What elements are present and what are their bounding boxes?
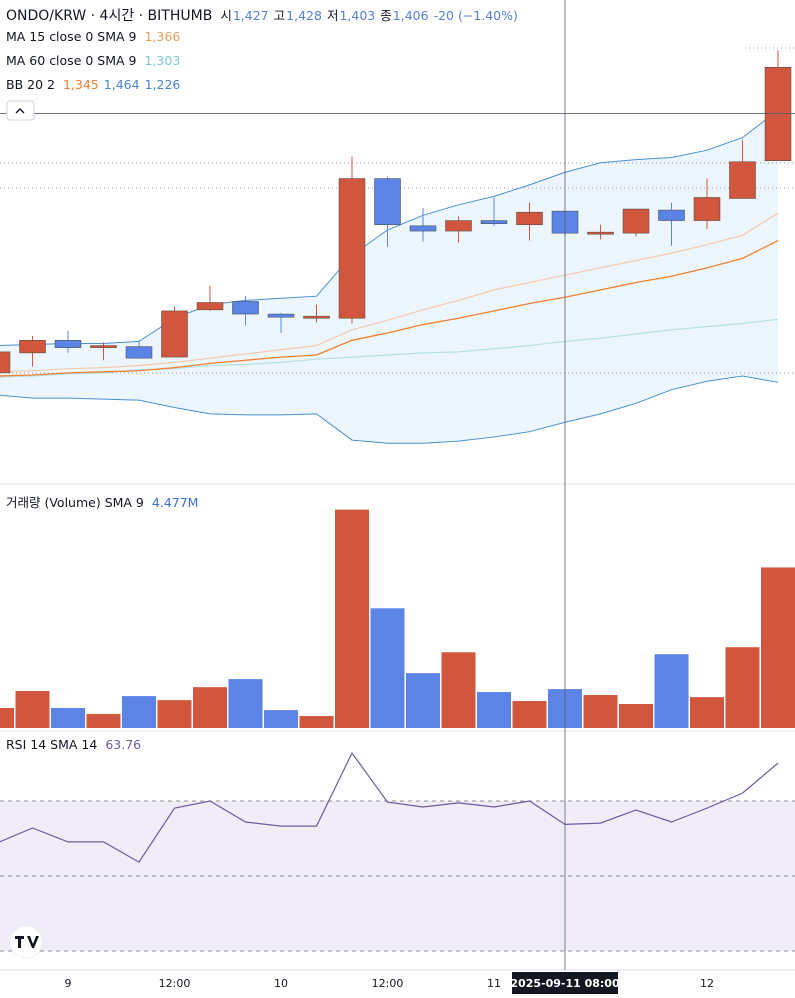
candle-body — [338, 178, 366, 319]
x-tick-label: 12:00 — [159, 977, 191, 990]
volume-bar — [0, 708, 14, 728]
indicator-value: 1,345 — [62, 77, 99, 92]
volume-bar — [370, 608, 405, 728]
collapse-button[interactable] — [6, 100, 35, 121]
indicator-value: 1,366 — [144, 29, 181, 44]
price-legend: ONDO/KRW · 4시간 · BITHUMB 시1,427 고1,428 저1,4… — [6, 5, 523, 101]
x-tick-label: 12 — [700, 977, 714, 990]
candle-body — [303, 315, 330, 319]
candle-body — [445, 220, 472, 232]
volume-bar — [193, 687, 227, 728]
price-pane — [0, 47, 795, 444]
candle-body — [658, 209, 685, 221]
indicator-value: 1,226 — [144, 77, 181, 92]
volume-bar — [512, 701, 547, 728]
legend-row: ONDO/KRW · 4시간 · BITHUMB 시1,427 고1,428 저1,4… — [6, 5, 523, 29]
crosshair-label: 2025-09-11 08:00 — [510, 977, 620, 990]
volume-bar — [335, 509, 369, 728]
ma-line — [0, 212, 779, 373]
volume-bar — [299, 716, 334, 728]
indicator-label: MA 60 close 0 SMA 9 — [6, 53, 137, 68]
candle-body — [161, 310, 188, 358]
ohlc-label: 종 — [380, 8, 392, 23]
candle-body — [54, 340, 82, 348]
x-tick-label: 9 — [65, 977, 72, 990]
legend-row: MA 60 close 0 SMA 9 1,303 — [6, 53, 523, 77]
candle-body — [764, 66, 792, 161]
ohlc-label: 시 — [220, 8, 232, 23]
volume-bar — [441, 652, 476, 728]
pane-value: 4.477M — [151, 495, 199, 510]
volume-bar — [583, 695, 618, 728]
volume-bar — [157, 700, 192, 728]
volume-bar — [619, 704, 653, 728]
bb-basis — [0, 239, 779, 377]
ohlc-value: 1,406 — [392, 8, 429, 23]
candle-body — [516, 211, 543, 226]
bb-lower — [0, 375, 779, 444]
candle-body — [693, 197, 721, 221]
volume-bar — [51, 708, 85, 728]
volume-bar — [122, 696, 156, 728]
ohlc-value: 1,403 — [339, 8, 376, 23]
rsi-pane — [0, 751, 795, 952]
volume-bar — [86, 713, 121, 728]
volume-bar — [690, 697, 724, 728]
rsi-line — [0, 751, 779, 863]
candle-body — [480, 220, 508, 224]
rsi-band — [0, 801, 795, 951]
candle-body — [729, 161, 756, 199]
candle-body — [0, 351, 11, 374]
change: -20 (−1.40%) — [433, 8, 518, 23]
symbol: ONDO/KRW · 4시간 · BITHUMB — [6, 8, 213, 24]
volume-bar — [761, 567, 795, 728]
candle-body — [267, 313, 295, 318]
candle-body — [90, 345, 117, 348]
candle-body — [374, 178, 401, 226]
indicator-label: MA 15 close 0 SMA 9 — [6, 29, 137, 44]
volume-bar — [406, 673, 440, 728]
indicator-value: 1,464 — [103, 77, 140, 92]
candle-body — [196, 302, 224, 311]
ohlc-label: 고 — [273, 8, 286, 23]
crosshair-label-bg — [512, 972, 618, 994]
ohlc-value: 1,428 — [286, 8, 322, 23]
pane-label: RSI 14 SMA 14 — [6, 737, 98, 752]
rsi-legend: RSI 14 SMA 14 63.76 — [6, 737, 146, 752]
tv-logo — [9, 925, 43, 959]
volume-bar — [15, 691, 50, 728]
candle-body — [19, 340, 46, 354]
candle-body — [232, 301, 259, 315]
volume-bar — [264, 710, 298, 728]
candle-body — [622, 208, 650, 234]
pane-value: 63.76 — [105, 737, 142, 752]
candle-body — [409, 225, 437, 232]
pane-label: 거래량 (Volume) SMA 9 — [6, 495, 144, 510]
legend-row: BB 20 2 1,345 1,464 1,226 — [6, 77, 523, 101]
volume-pane — [0, 509, 795, 728]
indicator-label: BB 20 2 — [6, 77, 55, 92]
volume-bar — [477, 692, 511, 728]
indicator-value: 1,303 — [144, 53, 181, 68]
x-tick-label: 11 — [487, 977, 501, 990]
volume-bar — [228, 679, 263, 728]
ohlc-label: 저 — [326, 8, 339, 23]
x-tick-label: 10 — [274, 977, 288, 990]
x-tick-label: 12:00 — [372, 977, 404, 990]
ohlc-value: 1,427 — [232, 8, 269, 23]
volume-bar — [654, 654, 689, 728]
legend-row: MA 15 close 0 SMA 9 1,366 — [6, 29, 523, 53]
candle-body — [587, 231, 614, 235]
volume-legend: 거래량 (Volume) SMA 9 4.477M — [6, 492, 203, 511]
volume-bar — [725, 647, 760, 728]
candle-body — [125, 346, 153, 359]
